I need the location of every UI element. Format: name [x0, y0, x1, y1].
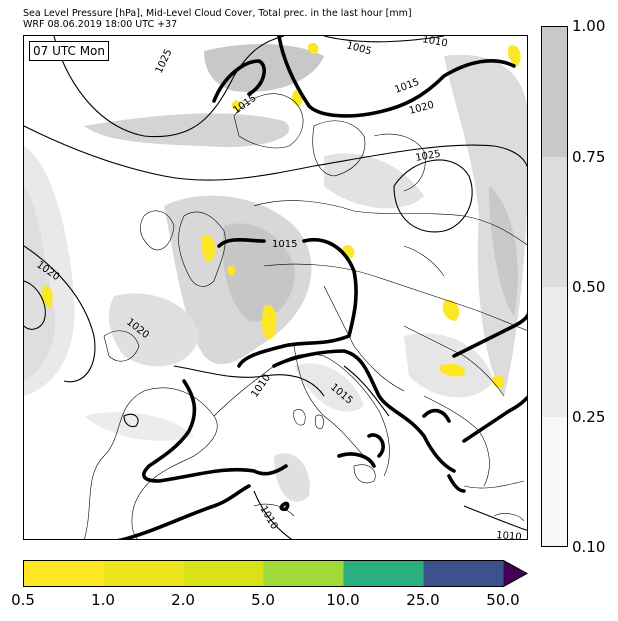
cloud-colorbar-tick: 1.00: [572, 17, 606, 35]
cloud-colorbar-tick: 0.25: [572, 408, 606, 426]
isobar-label: 1015: [272, 239, 297, 250]
precip-colorbar-extend-arrow: [503, 560, 527, 587]
isobar-label: 1025: [415, 149, 442, 164]
precip-colorbar-tick: 5.0: [251, 591, 275, 609]
cloud-cover-layer: [24, 44, 527, 502]
precip-colorbar-segment: [423, 560, 504, 587]
precip-colorbar-segment: [263, 560, 344, 587]
isobar-label: 1010: [257, 504, 279, 532]
isobar-labels: 1025 1005 1010 1015 1015 1020 1025 1015 …: [34, 36, 522, 540]
cloud-colorbar-tick: 0.75: [572, 148, 606, 166]
cloud-colorbar-tick: 0.10: [572, 538, 606, 556]
map-title: Sea Level Pressure [hPa], Mid-Level Clou…: [23, 8, 412, 19]
weather-map: 1025 1005 1010 1015 1015 1020 1025 1015 …: [23, 35, 528, 540]
precip-colorbar-tick: 10.0: [326, 591, 360, 609]
precip-colorbar-segment: [23, 560, 104, 587]
precip-colorbar-segment: [183, 560, 264, 587]
isobar-label: 1005: [345, 40, 372, 57]
isobar-label: 1010: [421, 36, 448, 49]
isobar-label: 1015: [231, 93, 258, 117]
coastlines-layer: [84, 93, 527, 539]
forecast-time-label: 07 UTC Mon: [29, 41, 109, 61]
precip-colorbar-segment: [343, 560, 424, 587]
cloud-colorbar-segment: [542, 157, 567, 287]
precipitation-colorbar: [23, 560, 529, 587]
cloud-colorbar-tick: 0.50: [572, 278, 606, 296]
precip-colorbar-tick: 0.5: [11, 591, 35, 609]
cloud-colorbar-segment: [542, 417, 567, 546]
precip-colorbar-tick: 25.0: [406, 591, 440, 609]
precip-colorbar-tick: 1.0: [91, 591, 115, 609]
map-subtitle: WRF 08.06.2019 18:00 UTC +37: [23, 19, 178, 30]
precip-colorbar-segment: [103, 560, 184, 587]
cloud-colorbar-segment: [542, 287, 567, 417]
precip-colorbar-tick: 2.0: [171, 591, 195, 609]
isobar-label: 1015: [393, 77, 421, 96]
thick-isobars-layer: [116, 36, 527, 539]
precip-colorbar-tick: 50.0: [486, 591, 520, 609]
isobar-label: 1010: [496, 530, 522, 540]
cloud-colorbar-segment: [542, 27, 567, 157]
isobar-label: 1025: [154, 48, 175, 76]
thin-isobars-layer: [24, 36, 527, 539]
cloud-cover-colorbar: [541, 26, 568, 547]
